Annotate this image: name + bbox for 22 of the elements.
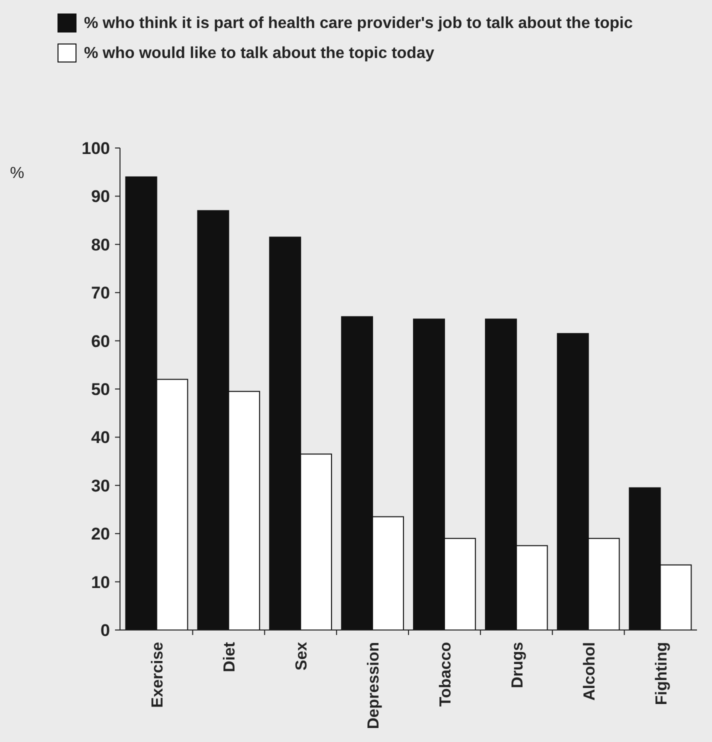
x-tick-label: Fighting <box>653 642 670 706</box>
y-tick-label: 90 <box>91 187 110 206</box>
x-tick-label: Exercise <box>150 642 167 708</box>
y-axis-title: % <box>10 165 24 182</box>
x-tick-label: Diet <box>222 641 239 672</box>
x-tick-label: Depression <box>366 642 383 730</box>
y-tick-label: 20 <box>91 524 110 544</box>
legend-label: % who think it is part of health care provider's job to talk about the topic <box>84 15 633 32</box>
y-tick-label: 40 <box>91 428 110 448</box>
x-tick-label: Drugs <box>509 642 526 688</box>
y-tick-label: 30 <box>91 476 110 496</box>
y-tick-label: 100 <box>82 138 110 158</box>
y-tick-label: 80 <box>91 235 110 254</box>
x-tick-label: Alcohol <box>581 642 598 701</box>
x-tick-label: Sex <box>294 642 311 670</box>
y-tick-label: 60 <box>91 332 110 351</box>
y-tick-label: 10 <box>91 572 110 592</box>
y-tick-label: 70 <box>91 284 110 303</box>
legend-label: % who would like to talk about the topic today <box>84 45 434 62</box>
y-tick-label: 50 <box>91 380 110 399</box>
y-tick-label: 0 <box>100 620 110 640</box>
x-tick-label: Tobacco <box>437 642 454 707</box>
